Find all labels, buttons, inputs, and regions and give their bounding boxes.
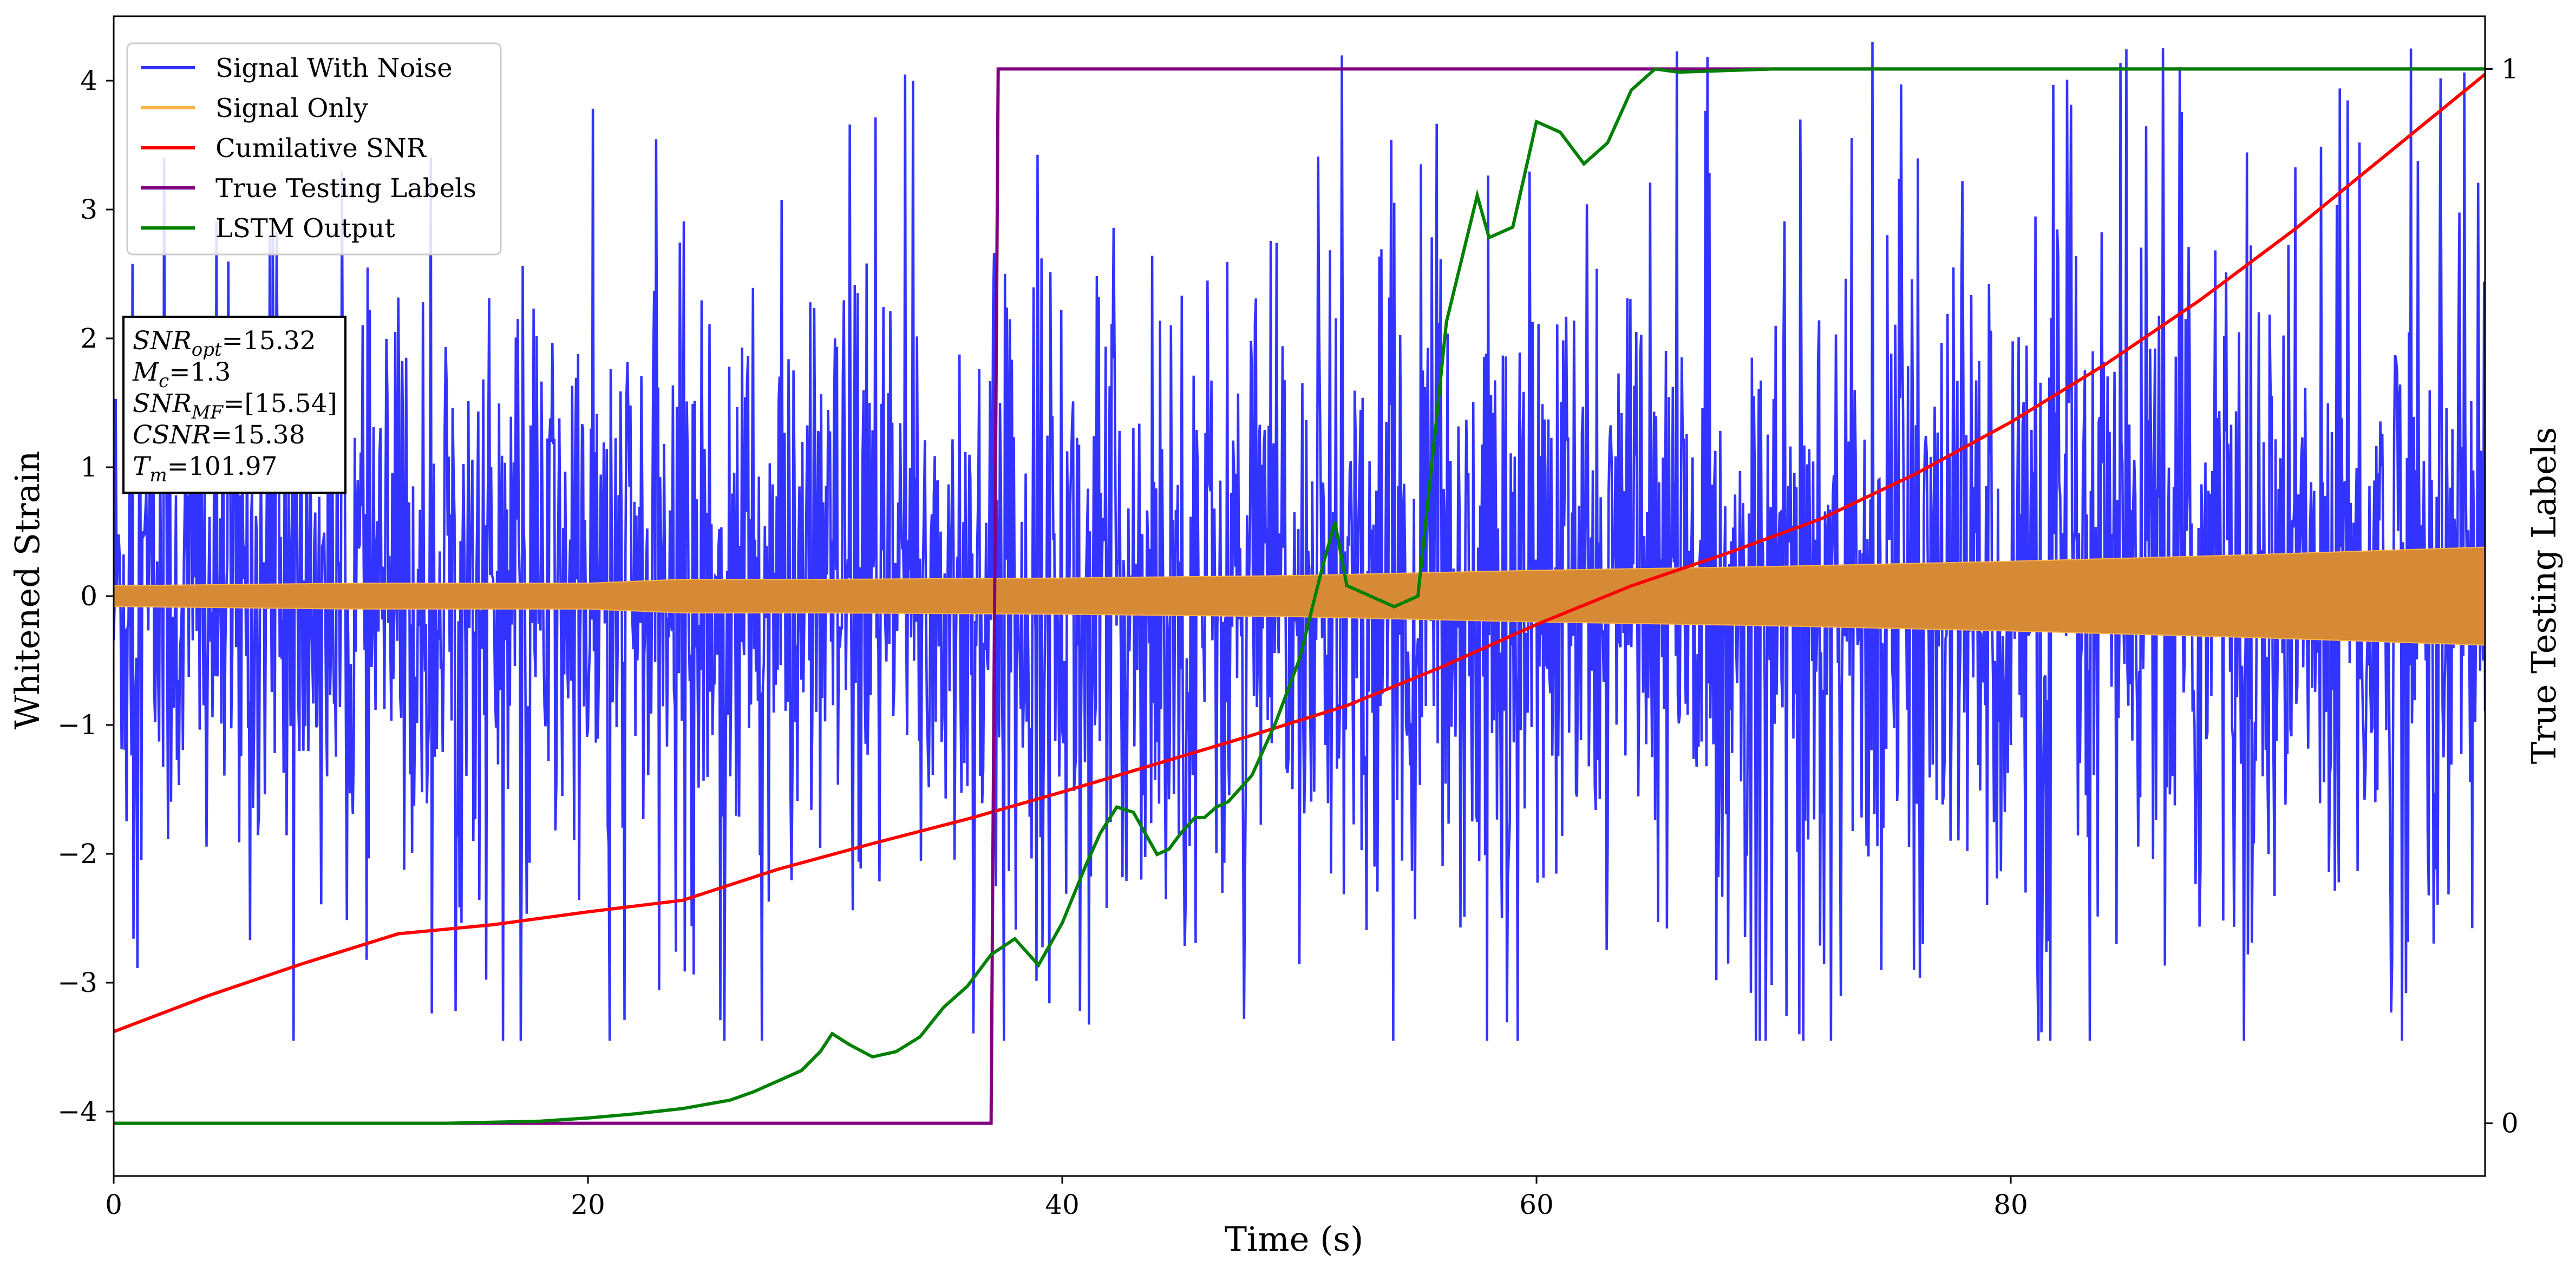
y-tick-label: 0 [80,580,97,612]
series-signal-with-noise [114,42,2485,1041]
y-tick-label: −1 [57,709,97,741]
x-tick-label: 80 [1993,1189,2028,1220]
plot-area [114,42,2485,1125]
annotation-line: CSNR=15.38 [133,420,305,450]
annotation-frame [122,316,346,494]
legend-frame [126,42,502,256]
y2-axis-label: True Testing Labels [2524,427,2564,765]
annotation-box: SNRopt=15.32Mc=1.3SNRMF=[15.54]CSNR=15.3… [122,316,346,494]
x-axis-label: Time (s) [1225,1219,1364,1259]
legend-label: True Testing Labels [215,173,476,204]
legend: Signal With Noise Signal Only Cumilative S… [126,42,502,256]
x-tick-label: 0 [105,1189,122,1220]
x-tick-label: 60 [1519,1189,1554,1220]
y-axis-label: Whitened Strain [8,451,47,730]
legend-label: Cumilative SNR [215,133,427,164]
series-signal-only [114,546,2485,646]
y2-tick-label: 1 [2501,53,2519,84]
y2-tick-label: 0 [2501,1108,2519,1139]
legend-label: Signal Only [215,93,368,123]
annotation-line: Tm=101.97 [133,452,277,486]
y-tick-label: 4 [80,65,97,96]
y-tick-label: 3 [80,194,97,225]
x-tick-label: 20 [571,1189,605,1220]
annotation-line: SNRopt=15.32 [133,326,316,361]
series-lstm-output [114,67,2485,1125]
y-tick-label: 1 [80,452,97,483]
x-tick-label: 40 [1045,1189,1080,1220]
series-cumulative-snr [114,73,2485,1034]
annotation-line: Mc=1.3 [132,357,231,392]
legend-label: Signal With Noise [215,53,453,83]
y-tick-label: −3 [57,967,97,998]
y-tick-label: −2 [57,838,97,870]
annotation-line: SNRMF=[15.54] [133,389,337,423]
y-tick-label: 2 [80,323,97,354]
y-tick-label: −4 [57,1096,97,1127]
legend-label: LSTM Output [215,213,395,244]
